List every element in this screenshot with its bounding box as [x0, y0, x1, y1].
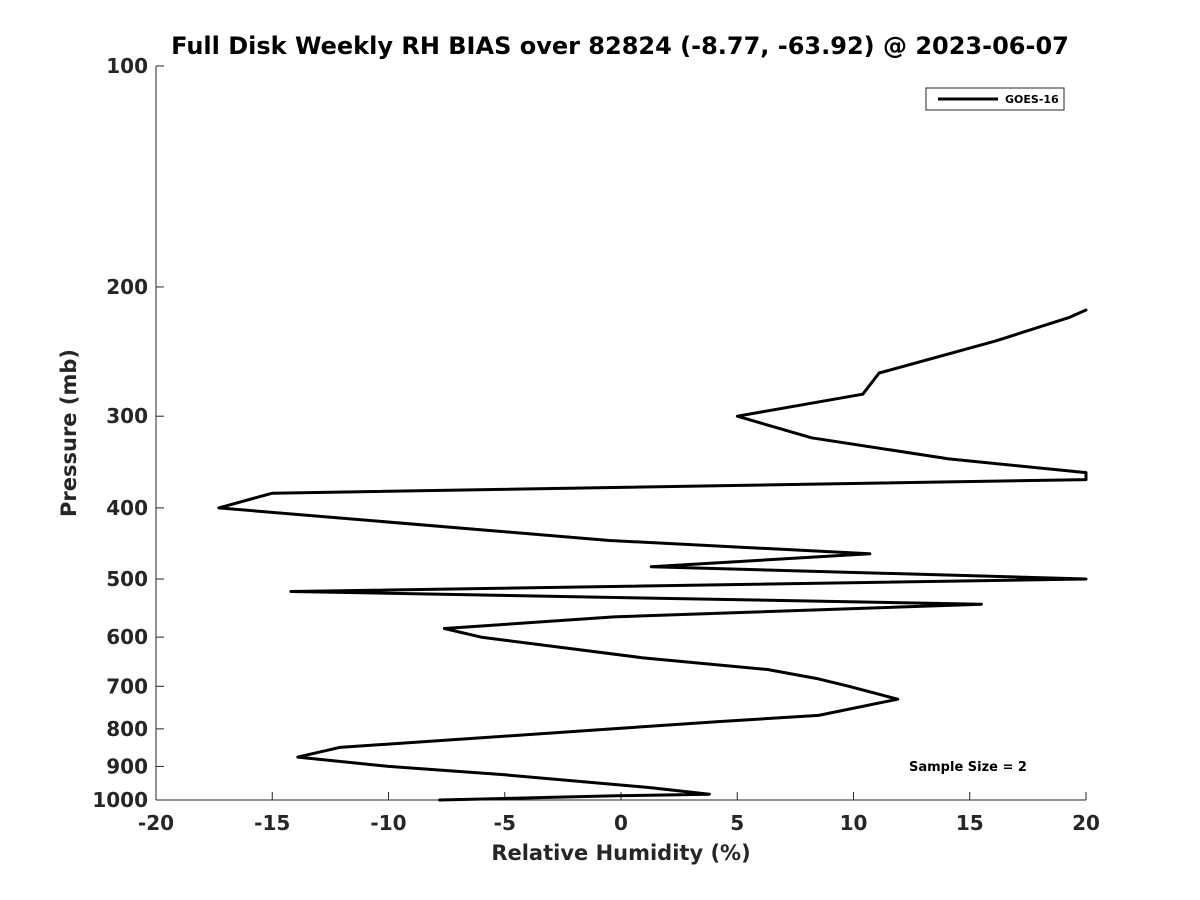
- y-axis-ticks: 100 200 300 400 500 600 700 800 900 1000: [92, 54, 164, 812]
- sample-size-annotation: Sample Size = 2: [909, 760, 1027, 775]
- x-tick-label: -20: [138, 811, 174, 835]
- y-tick-label: 400: [106, 496, 148, 520]
- series-line-goes-16: [217, 308, 1088, 802]
- y-tick-label: 1000: [92, 788, 148, 812]
- y-tick-label: 700: [106, 674, 148, 698]
- legend: GOES-16: [925, 87, 1065, 111]
- y-axis-label: Pressure (mb): [57, 349, 81, 517]
- x-tick-label: -10: [370, 811, 406, 835]
- x-tick-label: -15: [254, 811, 290, 835]
- x-tick-label: 20: [1072, 811, 1100, 835]
- x-tick-label: 5: [730, 811, 744, 835]
- y-tick-label: 600: [106, 625, 148, 649]
- y-tick-label: 800: [106, 717, 148, 741]
- y-tick-label: 100: [106, 54, 148, 78]
- x-tick-label: -5: [494, 811, 516, 835]
- plot-area: [155, 66, 1086, 801]
- y-tick-label: 500: [106, 567, 148, 591]
- x-tick-label: 15: [956, 811, 984, 835]
- legend-label-goes-16: GOES-16: [1005, 93, 1059, 106]
- y-tick-label: 200: [106, 275, 148, 299]
- x-axis-ticks: -20 -15 -10 -5 0 5 10 15 20: [138, 792, 1100, 835]
- y-tick-label: 900: [106, 754, 148, 778]
- x-tick-label: 0: [614, 811, 628, 835]
- x-axis-label: Relative Humidity (%): [491, 841, 750, 865]
- y-tick-label: 300: [106, 404, 148, 428]
- x-tick-label: 10: [840, 811, 868, 835]
- series-layer: [217, 308, 1088, 802]
- chart-title: Full Disk Weekly RH BIAS over 82824 (-8.…: [171, 32, 1069, 60]
